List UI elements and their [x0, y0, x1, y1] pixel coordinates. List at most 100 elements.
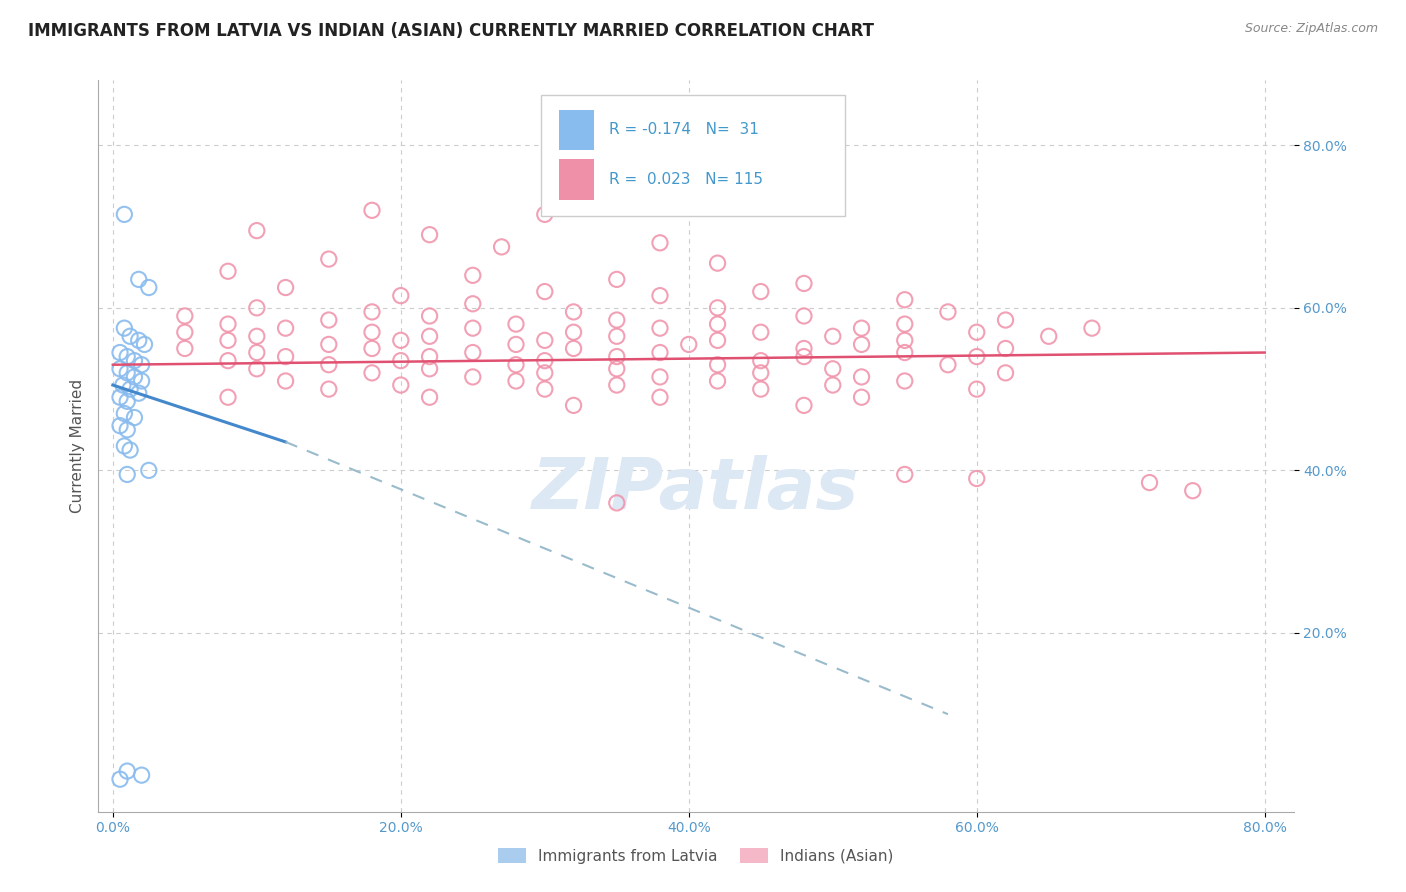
Point: [217, 353, 239, 368]
Point: [108, 772, 131, 787]
Point: [821, 378, 844, 392]
Point: [533, 334, 555, 348]
Point: [128, 272, 150, 286]
Point: [606, 350, 628, 364]
Point: [419, 350, 441, 364]
Point: [217, 390, 239, 404]
Point: [821, 361, 844, 376]
Point: [246, 224, 269, 238]
Point: [749, 353, 772, 368]
Point: [851, 337, 873, 351]
Point: [706, 358, 728, 372]
Point: [108, 345, 131, 359]
Point: [138, 280, 160, 294]
Point: [361, 305, 384, 319]
Point: [893, 345, 915, 359]
Point: [966, 350, 988, 364]
Point: [124, 353, 146, 368]
Point: [274, 350, 297, 364]
Point: [966, 325, 988, 339]
Point: [749, 285, 772, 299]
Point: [128, 386, 150, 401]
Point: [112, 407, 135, 421]
Point: [648, 321, 671, 335]
Point: [749, 366, 772, 380]
Point: [361, 342, 384, 356]
Point: [115, 423, 138, 437]
Point: [606, 378, 628, 392]
Point: [128, 334, 150, 348]
FancyBboxPatch shape: [558, 160, 595, 200]
Point: [108, 361, 131, 376]
Point: [274, 321, 297, 335]
Point: [461, 321, 484, 335]
Text: R =  0.023   N= 115: R = 0.023 N= 115: [609, 171, 762, 186]
Point: [706, 334, 728, 348]
Text: IMMIGRANTS FROM LATVIA VS INDIAN (ASIAN) CURRENTLY MARRIED CORRELATION CHART: IMMIGRANTS FROM LATVIA VS INDIAN (ASIAN)…: [28, 22, 875, 40]
Point: [533, 353, 555, 368]
Point: [173, 342, 195, 356]
Point: [994, 366, 1017, 380]
Point: [505, 337, 527, 351]
Point: [749, 325, 772, 339]
Point: [274, 280, 297, 294]
Point: [706, 374, 728, 388]
Point: [706, 301, 728, 315]
Point: [648, 390, 671, 404]
Point: [606, 272, 628, 286]
Point: [419, 390, 441, 404]
Point: [111, 378, 134, 392]
Point: [124, 370, 146, 384]
Point: [419, 361, 441, 376]
Point: [505, 317, 527, 331]
Point: [461, 345, 484, 359]
Point: [112, 321, 135, 335]
Point: [361, 366, 384, 380]
Point: [389, 288, 412, 302]
Point: [134, 337, 156, 351]
Point: [112, 207, 135, 221]
Point: [217, 264, 239, 278]
Point: [966, 382, 988, 396]
Point: [648, 370, 671, 384]
Point: [124, 410, 146, 425]
Point: [274, 374, 297, 388]
Point: [120, 382, 142, 396]
Point: [318, 252, 340, 266]
Point: [505, 358, 527, 372]
Point: [533, 207, 555, 221]
Point: [1081, 321, 1104, 335]
Point: [821, 329, 844, 343]
Point: [936, 305, 959, 319]
Point: [461, 297, 484, 311]
Y-axis label: Currently Married: Currently Married: [69, 379, 84, 513]
Point: [115, 350, 138, 364]
Point: [793, 277, 815, 291]
Point: [749, 382, 772, 396]
Point: [108, 418, 131, 433]
Point: [648, 235, 671, 250]
Point: [115, 467, 138, 482]
Point: [318, 382, 340, 396]
Point: [851, 321, 873, 335]
Point: [217, 334, 239, 348]
Point: [318, 358, 340, 372]
Point: [108, 390, 131, 404]
Point: [138, 463, 160, 477]
Point: [994, 313, 1017, 327]
Point: [562, 305, 585, 319]
Point: [648, 288, 671, 302]
Point: [389, 353, 412, 368]
Point: [491, 240, 513, 254]
Point: [893, 317, 915, 331]
Point: [419, 227, 441, 242]
Legend: Immigrants from Latvia, Indians (Asian): Immigrants from Latvia, Indians (Asian): [492, 842, 900, 870]
Point: [131, 768, 153, 782]
Point: [851, 390, 873, 404]
Point: [893, 374, 915, 388]
Point: [361, 203, 384, 218]
Point: [606, 496, 628, 510]
Point: [505, 374, 527, 388]
Point: [793, 350, 815, 364]
Point: [217, 317, 239, 331]
